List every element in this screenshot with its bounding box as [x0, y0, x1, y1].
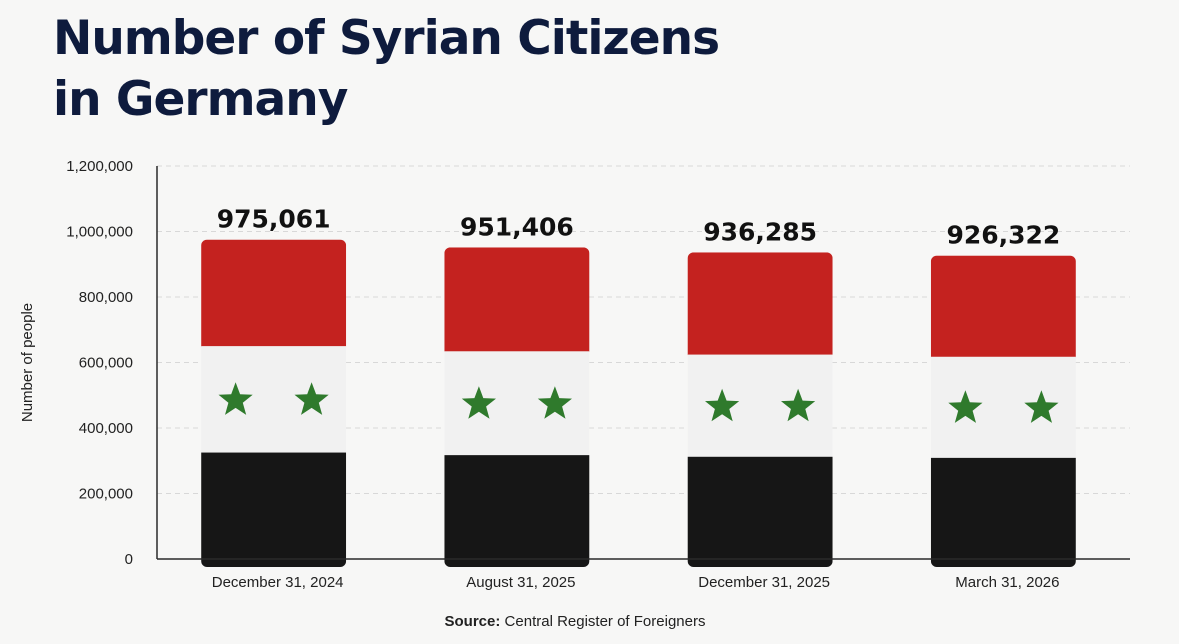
y-axis-label: Number of people	[19, 303, 36, 422]
star-icon	[461, 386, 496, 419]
x-tick-label: August 31, 2025	[466, 574, 575, 591]
x-tick-label: December 31, 2024	[212, 574, 344, 591]
bar	[687, 252, 833, 567]
bar	[201, 239, 347, 567]
bar-white-band	[444, 351, 590, 456]
title-line-1: Number of Syrian Citizens	[53, 11, 720, 66]
bar-white-band	[687, 354, 833, 458]
x-tick-label: December 31, 2025	[698, 574, 830, 591]
source-text: Central Register of Foreigners	[504, 613, 706, 630]
source-label: Source:	[444, 613, 501, 630]
bar-red-band	[687, 252, 833, 356]
bar-red-band	[201, 239, 347, 347]
star-icon	[218, 382, 253, 415]
bar-value-label: 951,406	[460, 212, 574, 241]
bar-white-band	[930, 356, 1076, 459]
bar-chart: 975,061 951,406 936,285 926,322 0 200,000 400…	[19, 158, 1130, 591]
star-icon	[781, 388, 816, 422]
y-tick-label: 0	[125, 551, 133, 568]
y-tick-label: 200,000	[79, 486, 133, 503]
bar-value-label: 926,322	[946, 221, 1060, 250]
y-tick-label: 600,000	[79, 355, 133, 372]
bar-black-band	[687, 456, 833, 567]
star-icon	[705, 388, 740, 422]
y-tick-label: 400,000	[79, 420, 133, 437]
y-tick-label: 800,000	[79, 289, 133, 306]
star-icon	[537, 386, 572, 419]
y-tick-label: 1,200,000	[66, 158, 133, 175]
bar-red-band	[444, 247, 590, 352]
star-icon	[1024, 390, 1059, 423]
x-tick-label: March 31, 2026	[955, 574, 1059, 591]
bar-black-band	[201, 452, 347, 567]
star-icon	[294, 382, 329, 415]
bar-black-band	[930, 457, 1076, 567]
bar-value-label: 975,061	[217, 205, 331, 234]
source-note: Source: Central Register of Foreigners	[0, 613, 1150, 630]
title-line-2: in Germany	[53, 72, 348, 127]
chart-title: Number of Syrian Citizens in Germany	[53, 8, 853, 130]
bar	[444, 247, 590, 567]
bar	[930, 255, 1076, 567]
star-icon	[948, 390, 983, 423]
bar-white-band	[201, 346, 347, 454]
bar-value-label: 936,285	[703, 217, 817, 246]
bar-red-band	[930, 255, 1076, 358]
bar-black-band	[444, 455, 590, 567]
y-tick-label: 1,000,000	[66, 224, 133, 241]
